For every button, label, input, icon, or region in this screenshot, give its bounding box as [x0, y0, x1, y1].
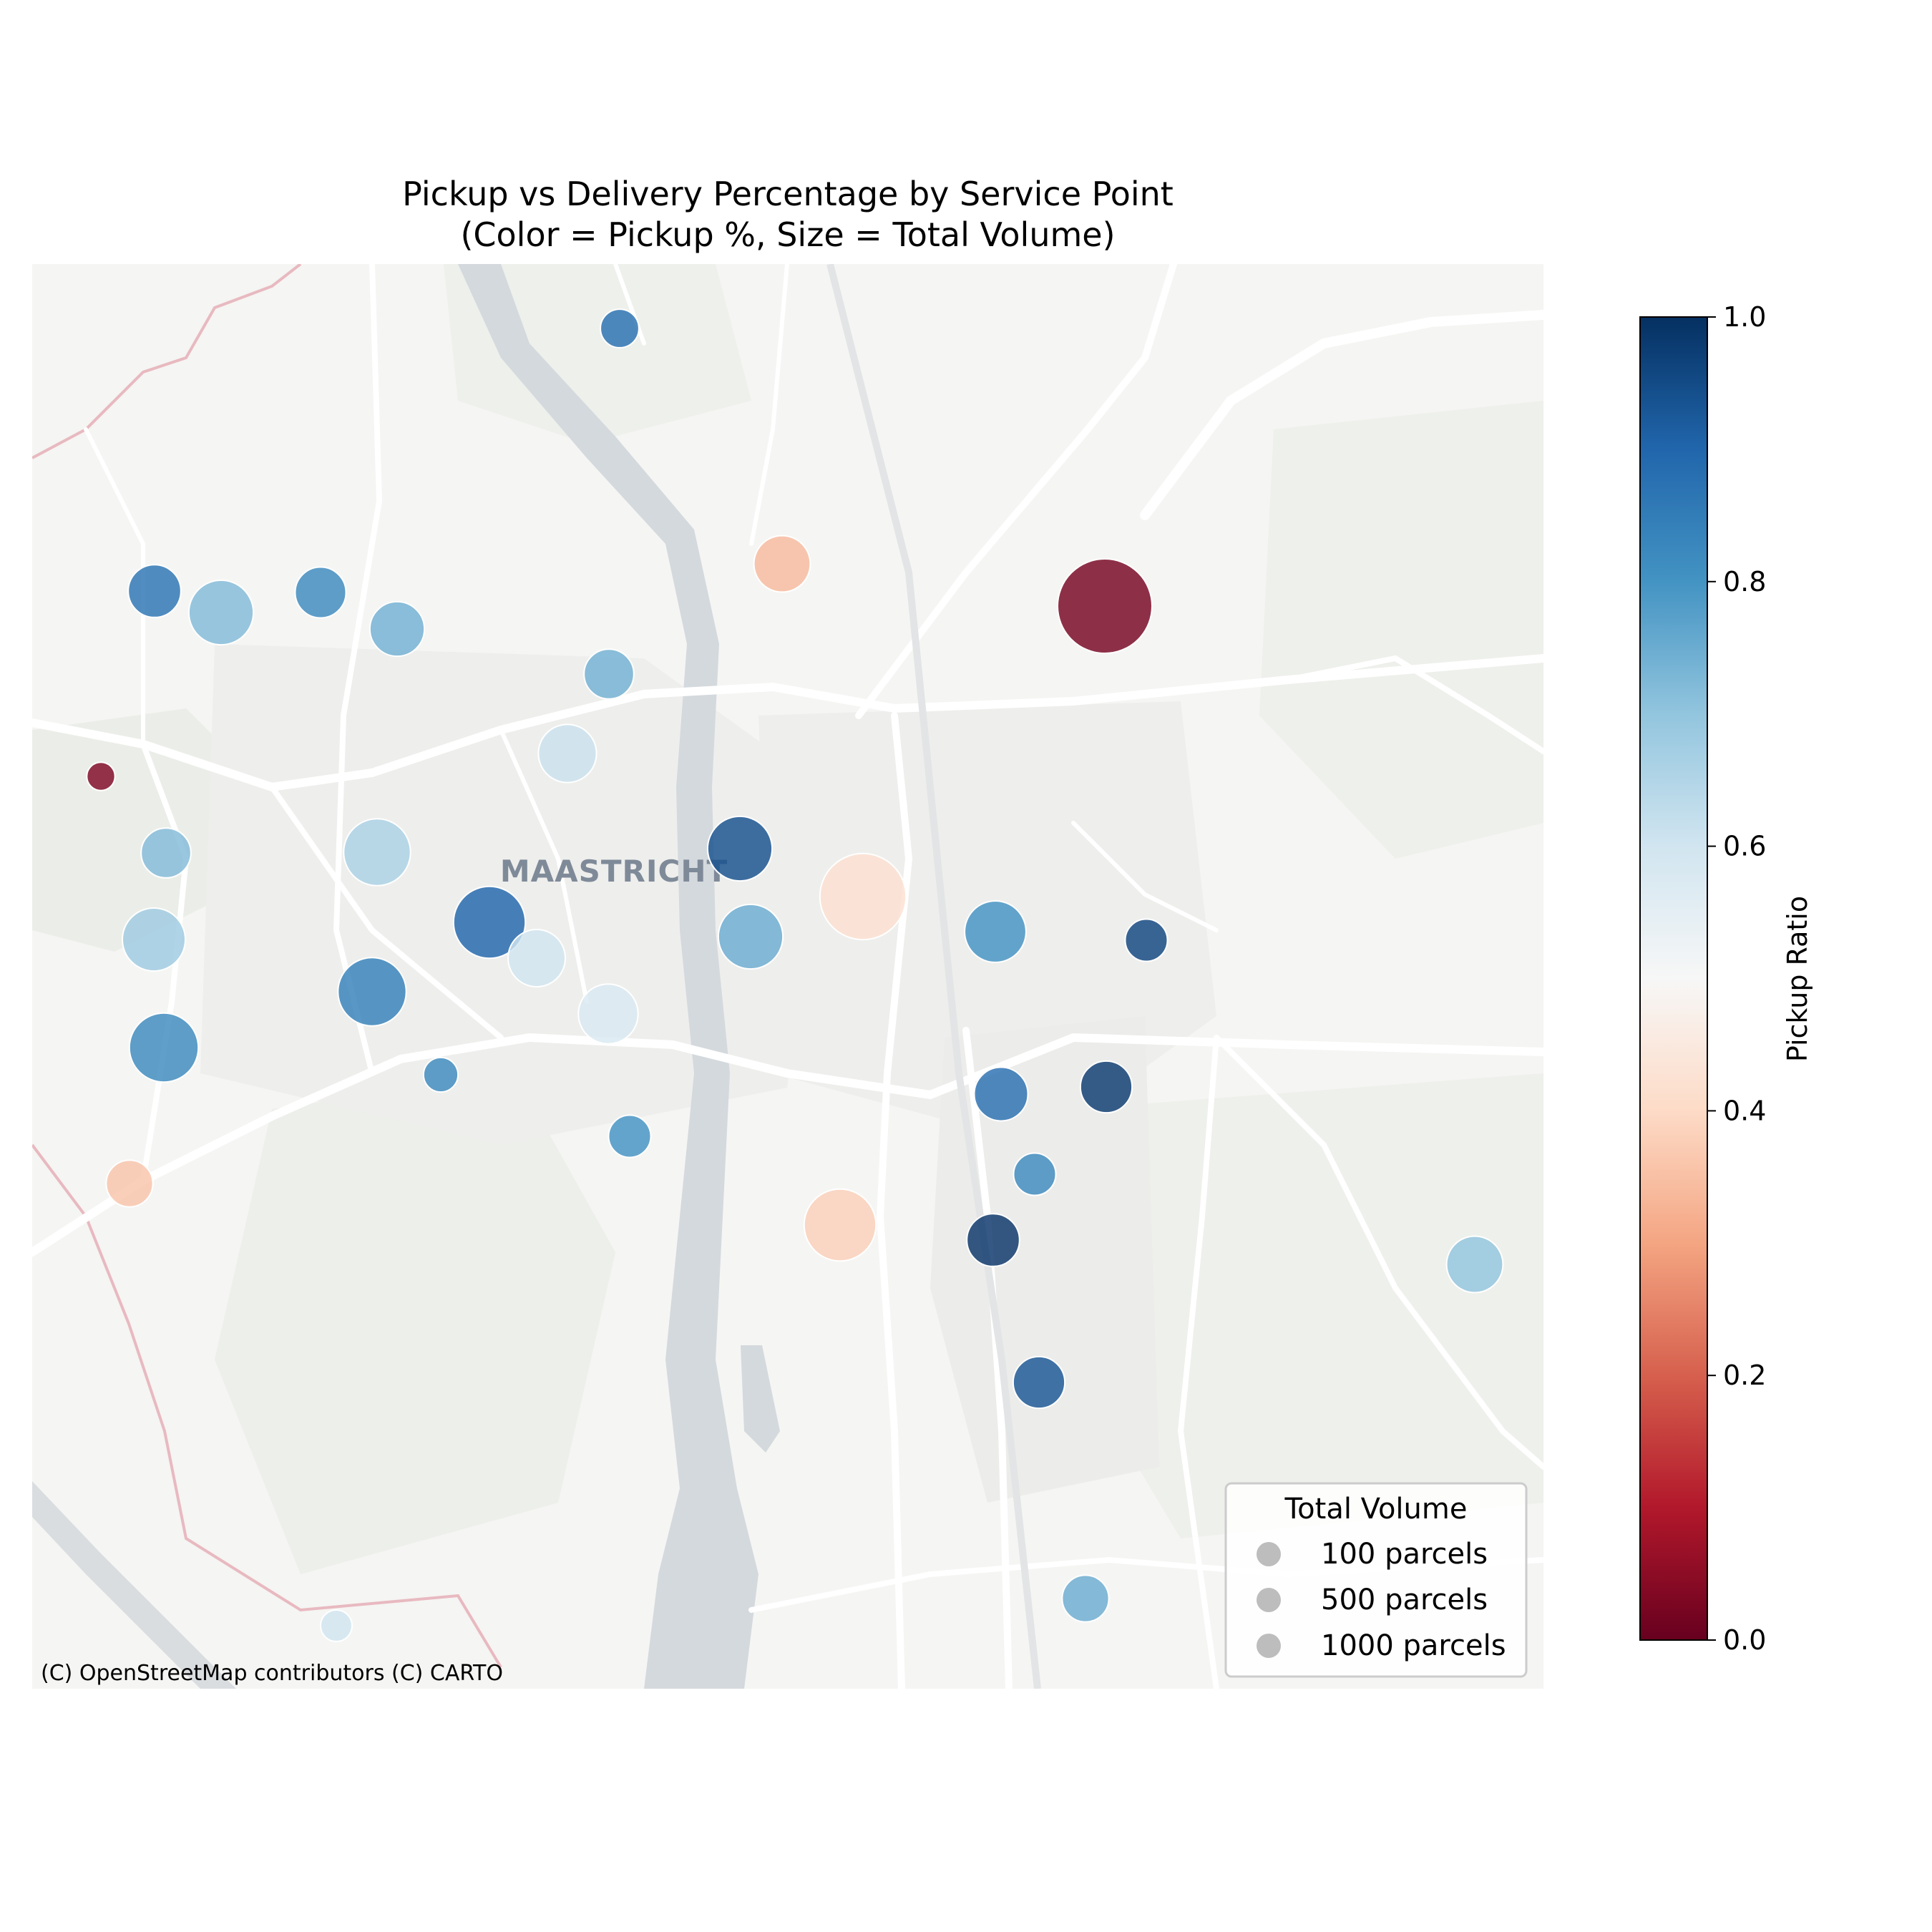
colorbar-gradient [1639, 316, 1708, 1641]
legend-marker-100 [1257, 1542, 1281, 1566]
service-points [86, 308, 1504, 1642]
service-point-marker [1124, 918, 1169, 962]
city-label: MAASTRICHT [500, 854, 728, 889]
service-point-marker [819, 852, 907, 941]
legend-entry-100: 100 parcels [1321, 1538, 1488, 1571]
service-point-marker [577, 983, 639, 1045]
size-legend: Total Volume 100 parcels 500 parcels 100… [1224, 1482, 1528, 1678]
service-point-marker [140, 827, 192, 879]
service-point-marker [583, 648, 635, 700]
service-point-marker [105, 1159, 154, 1208]
service-point-marker [128, 1012, 200, 1083]
legend-frame [1224, 1482, 1528, 1678]
colorbar-tick-label: 1.0 [1723, 301, 1766, 333]
service-point-marker [86, 761, 116, 791]
service-point-marker [369, 600, 426, 658]
colorbar-tick-label: 0.0 [1723, 1624, 1766, 1656]
legend-entry-500: 500 parcels [1321, 1584, 1488, 1616]
service-point-marker [600, 308, 640, 348]
colorbar: 0.0 0.2 0.4 0.6 0.8 1.0 Pickup Ratio [1639, 301, 1813, 1656]
colorbar-ticks: 0.0 0.2 0.4 0.6 0.8 1.0 [1707, 301, 1766, 1656]
service-point-marker [1061, 1574, 1110, 1623]
map-attribution: (C) OpenStreetMap contributors (C) CARTO [41, 1661, 503, 1686]
basemap: MAASTRICHT [32, 264, 1543, 1689]
service-point-marker [1445, 1235, 1504, 1294]
chart-title-line2: (Color = Pickup %, Size = Total Volume) [460, 215, 1115, 254]
service-point-marker [964, 900, 1027, 963]
service-point-marker [717, 903, 784, 970]
service-point-marker [1079, 1060, 1133, 1114]
park-area [1073, 1073, 1543, 1538]
service-point-marker [452, 885, 527, 960]
service-point-marker [127, 564, 182, 618]
service-point-marker [320, 1609, 353, 1642]
service-point-marker [1057, 558, 1153, 654]
service-point-marker [1012, 1355, 1066, 1410]
legend-entry-1000: 1000 parcels [1321, 1629, 1506, 1662]
legend-title: Total Volume [1284, 1493, 1468, 1526]
service-point-marker [122, 907, 186, 972]
park-area [444, 264, 751, 444]
legend-marker-500 [1257, 1588, 1281, 1612]
river [458, 264, 758, 1689]
service-point-marker [608, 1114, 652, 1158]
colorbar-tick-label: 0.4 [1723, 1095, 1766, 1126]
river-branch [741, 1345, 780, 1453]
service-point-marker [537, 723, 597, 784]
service-point-marker [187, 579, 255, 646]
colorbar-tick-label: 0.6 [1723, 831, 1766, 862]
service-point-marker [294, 566, 347, 619]
service-point-marker [973, 1066, 1029, 1122]
park-area [215, 1073, 615, 1574]
colorbar-tick-label: 0.2 [1723, 1360, 1766, 1391]
service-point-marker [803, 1188, 877, 1262]
service-point-marker [343, 818, 411, 887]
service-point-marker [422, 1056, 459, 1093]
service-point-marker [966, 1213, 1020, 1267]
urban-area [930, 1016, 1159, 1503]
highway [826, 264, 1041, 1689]
service-point-marker [753, 535, 811, 593]
colorbar-tick-label: 0.8 [1723, 566, 1766, 597]
colorbar-label: Pickup Ratio [1782, 896, 1813, 1062]
service-point-marker [337, 957, 407, 1027]
chart-title-line1: Pickup vs Delivery Percentage by Service… [402, 175, 1174, 213]
service-point-marker [507, 929, 566, 987]
border-line [32, 1143, 502, 1669]
legend-marker-1000 [1257, 1634, 1281, 1658]
service-point-marker [1013, 1152, 1057, 1196]
park-area [1259, 401, 1543, 859]
service-point-marker [706, 815, 774, 882]
